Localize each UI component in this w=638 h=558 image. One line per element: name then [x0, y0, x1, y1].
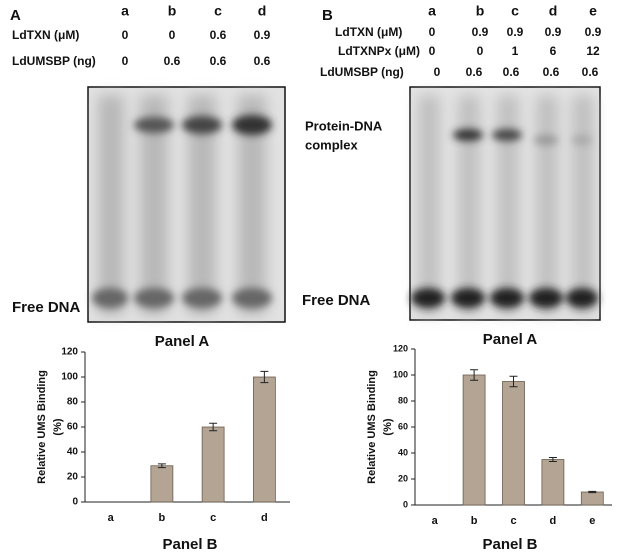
error-bar — [470, 369, 479, 381]
y-tick-label: 80 — [398, 395, 408, 405]
error-bar — [260, 370, 269, 384]
row-value: 0.9 — [585, 25, 602, 39]
row-value: 0 — [122, 54, 129, 68]
y-tick-label: 40 — [398, 447, 408, 457]
figure-letter: A — [10, 7, 21, 24]
bar — [201, 426, 225, 503]
row-value: 0.6 — [164, 54, 181, 68]
lane-label: a — [428, 3, 436, 19]
row-value: 0.6 — [254, 54, 271, 68]
gel-label: complex — [305, 137, 359, 152]
y-axis-label: (%) — [382, 418, 394, 435]
y-tick-label: 20 — [398, 473, 408, 483]
bar — [502, 381, 525, 506]
row-value: 1 — [512, 44, 519, 58]
y-tick-label: 40 — [67, 447, 79, 458]
error-bar — [209, 422, 218, 432]
row-label: LdTXNPx (μM) — [338, 44, 420, 58]
x-tick-label: d — [550, 515, 557, 527]
row-value: 6 — [550, 44, 557, 58]
y-tick-label: 80 — [67, 397, 79, 408]
error-bar — [588, 490, 597, 494]
x-axis-label: Panel B — [482, 536, 537, 553]
y-tick-label: 0 — [72, 497, 78, 508]
row-value: 0.6 — [210, 28, 227, 42]
x-tick-label: a — [108, 512, 115, 524]
row-value: 0 — [169, 28, 176, 42]
gel-image — [87, 86, 286, 323]
lane-label: e — [589, 3, 597, 19]
bar — [462, 374, 486, 506]
figure-letter: B — [322, 7, 333, 24]
x-tick-label: a — [432, 515, 439, 527]
x-tick-label: d — [261, 512, 268, 524]
x-tick-label: c — [210, 512, 216, 524]
lane-label: d — [258, 3, 267, 19]
x-tick-label: e — [589, 515, 595, 527]
caption: Panel A — [483, 331, 538, 348]
row-label: LdTXN (μM) — [12, 28, 79, 42]
y-tick-label: 120 — [61, 347, 78, 358]
row-label: LdUMSBP (ng) — [320, 65, 404, 79]
bar — [150, 465, 174, 503]
y-tick-label: 100 — [61, 372, 78, 383]
gel-image — [409, 86, 601, 321]
y-axis-label: Relative UMS Binding — [36, 370, 48, 484]
error-bar — [548, 457, 557, 462]
y-tick-label: 60 — [398, 421, 408, 431]
row-value: 0.6 — [503, 65, 520, 79]
y-axis-label: Relative UMS Binding — [366, 370, 378, 484]
x-tick-label: c — [510, 515, 516, 527]
row-value: 0.9 — [545, 25, 562, 39]
row-value: 0 — [429, 25, 436, 39]
row-value: 0.6 — [466, 65, 483, 79]
bar — [252, 376, 276, 503]
gel-label: Free DNA — [12, 299, 81, 316]
row-value: 0.6 — [543, 65, 560, 79]
row-value: 0 — [122, 28, 129, 42]
x-axis-label: Panel B — [162, 536, 217, 553]
lane-label: c — [511, 3, 519, 19]
lane-label: d — [549, 3, 558, 19]
row-value: 0 — [477, 44, 484, 58]
row-value: 0 — [434, 65, 441, 79]
gel-label: Protein-DNA — [305, 118, 383, 133]
y-tick-label: 100 — [393, 369, 408, 379]
gel-label: Free DNA — [302, 292, 371, 309]
row-value: 0.9 — [254, 28, 271, 42]
lane-label: b — [168, 3, 177, 19]
y-tick-label: 0 — [403, 499, 408, 509]
row-value: 0.9 — [507, 25, 524, 39]
row-value: 0.6 — [210, 54, 227, 68]
bar — [580, 491, 604, 506]
y-axis-label: (%) — [52, 418, 64, 435]
lane-label: a — [121, 3, 129, 19]
row-value: 12 — [586, 44, 600, 58]
x-tick-label: b — [159, 512, 166, 524]
row-value: 0.9 — [472, 25, 489, 39]
caption: Panel A — [155, 333, 210, 350]
row-value: 0 — [429, 44, 436, 58]
x-tick-label: b — [471, 515, 478, 527]
row-label: LdTXN (μM) — [335, 25, 402, 39]
error-bar — [157, 463, 166, 469]
lane-label: b — [476, 3, 485, 19]
bar — [541, 459, 565, 506]
lane-label: c — [214, 3, 222, 19]
y-tick-label: 60 — [67, 422, 79, 433]
y-tick-label: 120 — [393, 343, 408, 353]
error-bar — [509, 375, 518, 388]
row-label: LdUMSBP (ng) — [12, 54, 96, 68]
row-value: 0.6 — [582, 65, 599, 79]
y-tick-label: 20 — [67, 472, 79, 483]
